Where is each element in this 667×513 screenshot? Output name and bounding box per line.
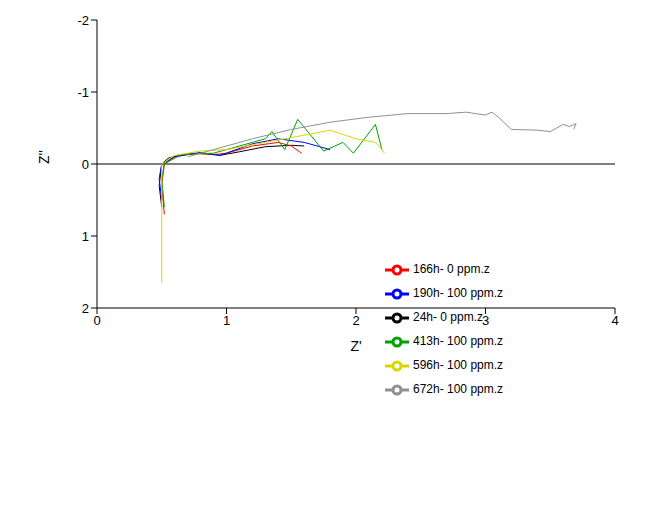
svg-text:0: 0 — [82, 157, 89, 172]
svg-text:1: 1 — [223, 313, 230, 328]
svg-text:-2: -2 — [77, 13, 89, 28]
svg-text:0: 0 — [93, 313, 100, 328]
svg-text:2: 2 — [82, 301, 89, 316]
svg-text:2: 2 — [352, 313, 359, 328]
html-text:672h- 100 ppm.z: 672h- 100 ppm.z — [413, 382, 504, 397]
html-text:24h- 0 ppm.z: 24h- 0 ppm.z — [413, 310, 483, 325]
svg-text:Z'': Z'' — [36, 150, 52, 164]
html-text:166h- 0 ppm.z: 166h- 0 ppm.z — [413, 262, 490, 277]
html-text:413h- 100 ppm.z: 413h- 100 ppm.z — [413, 334, 504, 349]
svg-text:1: 1 — [82, 229, 89, 244]
svg-text:Z': Z' — [350, 338, 361, 354]
html-text:190h- 100 ppm.z: 190h- 100 ppm.z — [413, 286, 504, 301]
html-text:596h- 100 ppm.z: 596h- 100 ppm.z — [413, 358, 504, 373]
svg-text:-1: -1 — [77, 85, 89, 100]
svg-text:4: 4 — [611, 313, 618, 328]
svg-text:3: 3 — [482, 313, 489, 328]
